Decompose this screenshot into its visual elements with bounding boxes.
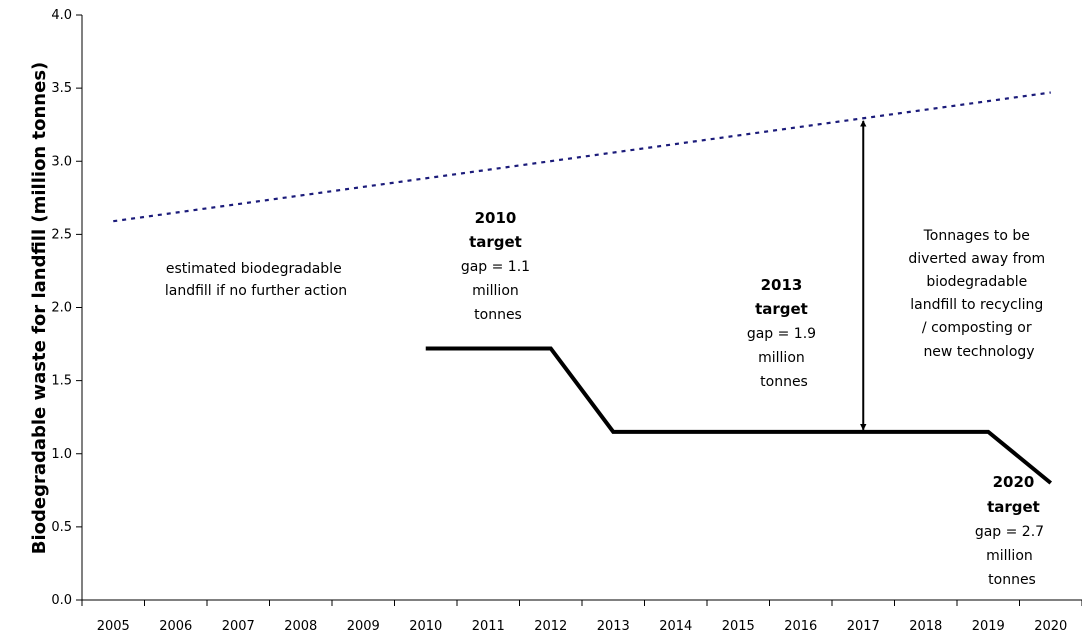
y-tick-label: 3.5 [51,81,72,96]
annotation-target-2020: 2020 target gap = 2.7 million tonnes [975,472,1049,588]
y-tick-label: 2.5 [51,227,72,242]
x-tick-label: 2007 [222,619,255,634]
x-tick-label: 2011 [472,619,505,634]
no-action-trend-line [113,91,1051,223]
annotation-diverted: Tonnages to be diverted away from biodeg… [908,228,1049,360]
y-tick-label: 2.0 [51,301,72,316]
x-tick-label: 2019 [972,619,1005,634]
y-ticks: 0.0 0.5 1.0 1.5 2.0 2.5 3.0 3.5 4.0 [51,8,82,608]
annotation-target-2013: 2013 target gap = 1.9 million tonnes [747,275,821,390]
x-tick-label: 2016 [784,619,817,634]
y-tick-label: 0.5 [51,520,72,535]
x-tick-label: 2005 [97,619,130,634]
x-tick-label: 2012 [534,619,567,634]
x-tick-label: 2006 [159,619,192,634]
landfill-target-line [425,346,1053,485]
y-axis-title: Biodegradable waste for landfill (millio… [29,62,50,555]
x-tick-label: 2015 [722,619,755,634]
x-tick-label: 2014 [659,619,692,634]
series-layer [113,91,1053,485]
x-tick-label: 2018 [909,619,942,634]
x-tick-label: 2008 [284,619,317,634]
x-tick-label: 2013 [597,619,630,634]
x-tick-label: 2017 [847,619,880,634]
x-tick-label: 2009 [347,619,380,634]
annotation-no-action: estimated biodegradable landfill if no f… [165,261,347,299]
y-tick-label: 1.0 [51,447,72,462]
y-tick-label: 0.0 [51,593,72,608]
y-tick-label: 3.0 [51,154,72,169]
y-tick-label: 4.0 [51,8,72,23]
y-tick-label: 1.5 [51,374,72,389]
x-tick-label: 2010 [409,619,442,634]
x-tick-label: 2020 [1034,619,1067,634]
x-ticks: 2005 2006 2007 2008 2009 2010 2011 2012 2013 2014… [81,600,1082,634]
annotation-target-2010: 2010 target gap = 1.1 million tonnes [461,208,535,323]
